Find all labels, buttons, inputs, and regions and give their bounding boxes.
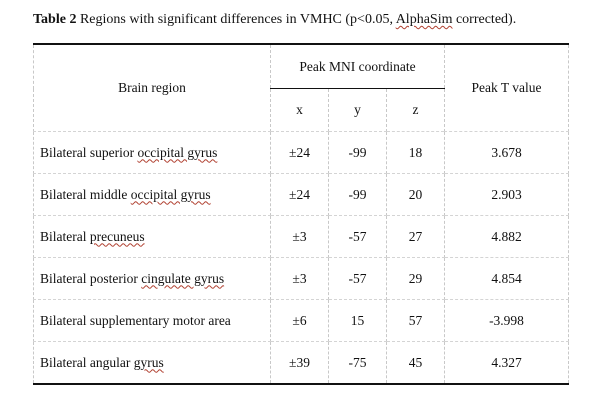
t-value-cell: 4.882: [444, 215, 569, 258]
table-row: Bilateral posterior cingulate gyrus ±3 -…: [33, 257, 569, 300]
region-cell: Bilateral precuneus: [33, 215, 271, 258]
y-cell: -99: [328, 173, 387, 216]
table-row: Bilateral superior occipital gyrus ±24 -…: [33, 131, 569, 174]
x-cell: ±24: [270, 173, 329, 216]
caption-text-end: corrected).: [452, 12, 517, 27]
z-cell: 45: [386, 341, 445, 385]
x-cell: ±6: [270, 299, 329, 342]
y-cell: -99: [328, 131, 387, 174]
table-row: Bilateral supplementary motor area ±6 15…: [33, 299, 569, 342]
y-cell: -75: [328, 341, 387, 385]
header-brain-region: Brain region: [33, 43, 271, 132]
y-cell: 15: [328, 299, 387, 342]
z-cell: 29: [386, 257, 445, 300]
t-value-cell: -3.998: [444, 299, 569, 342]
header-peak-t-value: Peak T value: [444, 43, 569, 132]
x-cell: ±3: [270, 215, 329, 258]
table-row: Bilateral precuneus ±3 -57 27 4.882: [33, 215, 569, 258]
region-cell: Bilateral posterior cingulate gyrus: [33, 257, 271, 300]
x-cell: ±3: [270, 257, 329, 300]
header-row: Brain region Peak MNI coordinate Peak T …: [33, 43, 569, 132]
t-value-cell: 2.903: [444, 173, 569, 216]
x-cell: ±39: [270, 341, 329, 385]
z-cell: 20: [386, 173, 445, 216]
table-body: Bilateral superior occipital gyrus ±24 -…: [33, 131, 569, 385]
t-value-cell: 4.327: [444, 341, 569, 385]
x-cell: ±24: [270, 131, 329, 174]
t-value-cell: 4.854: [444, 257, 569, 300]
table-caption: Table 2 Regions with significant differe…: [33, 12, 516, 28]
header-x: x: [270, 88, 329, 132]
z-cell: 57: [386, 299, 445, 342]
z-cell: 27: [386, 215, 445, 258]
caption-text: Regions with significant differences in …: [76, 12, 396, 27]
region-cell: Bilateral superior occipital gyrus: [33, 131, 271, 174]
region-cell: Bilateral angular gyrus: [33, 341, 271, 385]
table-row: Bilateral angular gyrus ±39 -75 45 4.327: [33, 341, 569, 385]
z-cell: 18: [386, 131, 445, 174]
y-cell: -57: [328, 257, 387, 300]
header-z: z: [386, 88, 445, 132]
t-value-cell: 3.678: [444, 131, 569, 174]
region-cell: Bilateral supplementary motor area: [33, 299, 271, 342]
caption-spellcheck-word: AlphaSim: [395, 12, 453, 27]
header-peak-mni-coordinate: Peak MNI coordinate: [270, 43, 445, 89]
table-number: Table 2: [33, 12, 77, 27]
header-y: y: [328, 88, 387, 132]
regions-table: Brain region Peak MNI coordinate Peak T …: [33, 43, 569, 385]
region-cell: Bilateral middle occipital gyrus: [33, 173, 271, 216]
table-row: Bilateral middle occipital gyrus ±24 -99…: [33, 173, 569, 216]
subheader-row: x y z: [34, 88, 569, 132]
y-cell: -57: [328, 215, 387, 258]
